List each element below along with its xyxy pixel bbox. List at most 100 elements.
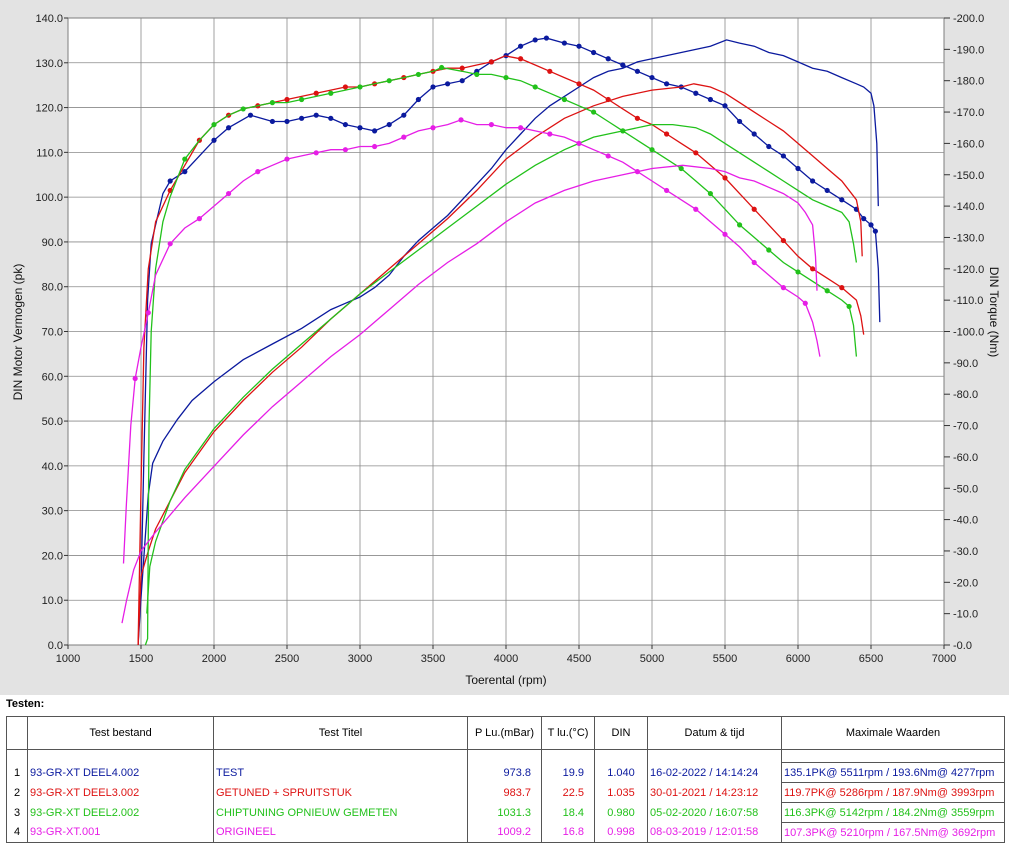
y-right-tick-label: -10.0 [953,609,978,621]
torque-marker-1 [518,43,524,49]
col-file-header: Test bestand [27,716,214,750]
torque-marker-1 [182,169,188,175]
y-left-tick-label: 100.0 [35,192,63,204]
torque-marker-1 [401,112,407,118]
y-right-tick-label: -30.0 [953,546,978,558]
temperature-value: 16.8 [541,822,595,843]
torque-marker-3 [328,90,334,96]
torque-marker-4 [458,117,464,123]
date-time: 30-01-2021 / 14:23:12 [647,782,782,803]
torque-marker-3 [737,222,743,228]
torque-marker-3 [678,165,684,172]
torque-marker-4 [145,310,151,316]
col-index-header [6,716,28,750]
y-axis-left-title: DIN Motor Vermogen (pk) [11,264,25,401]
torque-marker-1 [824,187,830,194]
x-tick-label: 1500 [129,653,153,665]
max-values: 116.3PK@ 5142rpm / 184.2Nm@ 3559rpm [781,802,1005,823]
y-left-tick-label: 20.0 [42,550,63,562]
y-right-tick-label: -150.0 [953,170,984,182]
y-right-tick-label: -140.0 [953,201,984,213]
torque-marker-4 [132,375,138,382]
torque-marker-1 [722,103,728,109]
torque-marker-3 [795,269,801,275]
torque-marker-3 [474,71,480,78]
torque-marker-1 [751,131,757,137]
torque-line-3 [144,66,858,646]
torque-marker-2 [664,131,670,137]
torque-marker-1 [445,81,451,87]
x-tick-label: 5500 [713,653,737,665]
torque-marker-2 [576,81,582,87]
torque-marker-1 [342,121,348,128]
x-tick-label: 5000 [640,653,664,665]
torque-marker-4 [605,153,611,159]
torque-marker-1 [211,137,217,143]
x-tick-label: 6000 [786,653,810,665]
y-right-tick-label: -180.0 [953,76,984,88]
y-left-tick-label: 30.0 [42,506,63,518]
y-left-tick-label: 0.0 [48,640,63,652]
y-right-tick-label: -170.0 [953,107,984,119]
torque-marker-1 [328,115,334,121]
axis-ticks: 1000 1500 2000 2500 3000 3500 4000 4500 5000 5500… [35,13,984,665]
y-left-tick-label: 120.0 [35,103,63,115]
torque-marker-4 [430,125,436,131]
torque-marker-2 [488,59,494,65]
torque-marker-2 [751,206,757,212]
y-left-tick-label: 110.0 [36,147,63,159]
torque-marker-1 [247,112,254,118]
data-series [121,35,881,646]
x-tick-label: 3500 [421,653,445,665]
torque-marker-2 [634,115,641,121]
torque-marker-1 [561,40,568,46]
table-row[interactable]: 4 93-GR-XT.001 ORIGINEEL 1009.2 16.8 0.998 08-… [6,822,1005,843]
torque-marker-2 [722,175,728,181]
power-line-1 [137,39,879,646]
torque-marker-4 [518,125,524,131]
torque-marker-4 [196,216,202,222]
torque-marker-4 [547,131,553,137]
torque-marker-3 [415,71,421,78]
torque-marker-1 [693,90,699,96]
torque-marker-3 [532,84,538,90]
y-left-tick-label: 140.0 [35,13,63,25]
torque-marker-3 [182,156,188,162]
torque-marker-2 [693,150,699,156]
torque-marker-2 [284,96,290,103]
torque-marker-4 [401,134,407,140]
tests-header-row: Test bestand Test Titel P Lu.(mBar) T lu… [6,716,1005,750]
torque-marker-3 [269,100,275,106]
y-right-tick-label: -100.0 [953,327,984,339]
torque-line-1 [140,37,881,589]
table-row[interactable]: 1 93-GR-XT DEEL4.002 TEST 973.8 19.9 1.040 16-… [6,762,1005,783]
torque-marker-4 [255,169,261,175]
torque-marker-1 [372,128,378,134]
x-tick-label: 6500 [859,653,883,665]
din-value: 1.040 [594,762,648,783]
torque-marker-1 [357,125,363,131]
torque-marker-4 [664,187,670,194]
torque-marker-1 [591,49,597,56]
table-row[interactable]: 3 93-GR-XT DEEL2.002 CHIPTUNING OPNIEUW GE… [6,802,1005,823]
pressure-value: 1009.2 [467,822,542,843]
date-time: 16-02-2022 / 14:14:24 [647,762,782,783]
x-tick-label: 3000 [348,653,372,665]
torque-marker-2 [810,266,816,272]
y-right-tick-label: -50.0 [953,483,978,495]
power-line-4 [121,164,818,624]
torque-marker-4 [372,143,378,150]
table-row[interactable]: 2 93-GR-XT DEEL3.002 GETUNED + SPRUITSTUK 9… [6,782,1005,803]
y-right-tick-label: -190.0 [953,44,984,56]
torque-marker-1 [415,96,421,103]
y-left-tick-label: 70.0 [42,327,63,339]
col-pressure-header: P Lu.(mBar) [467,716,542,750]
date-time: 05-02-2020 / 16:07:58 [647,802,782,823]
torque-marker-2 [313,90,319,96]
table-spacer-row [6,749,1005,763]
torque-marker-4 [342,147,348,153]
y-axis-right-title: DIN Torque (Nm) [987,267,1001,357]
dyno-chart-area: 1000 1500 2000 2500 3000 3500 4000 4500 5000 5500… [0,0,1009,695]
torque-marker-3 [591,109,597,115]
pressure-value: 983.7 [467,782,542,803]
